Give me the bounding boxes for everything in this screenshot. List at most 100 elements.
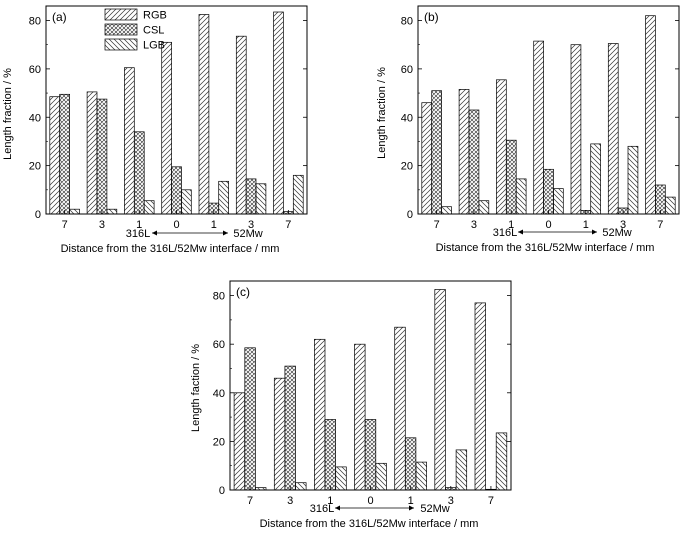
bar-rgb	[354, 343, 366, 491]
bar-csl	[59, 93, 70, 215]
bar-csl	[431, 90, 442, 215]
arrow-head-right	[409, 505, 414, 511]
x-tick-label: 7	[285, 219, 291, 231]
bar-lgb	[478, 200, 490, 215]
bar-rgb	[198, 14, 210, 215]
y-tick-label: 0	[407, 209, 413, 221]
arrow-head-right	[223, 230, 228, 236]
bar-lgb	[69, 208, 80, 215]
bar-rgb	[233, 392, 246, 491]
bar-lgb	[106, 208, 118, 215]
bar-lgb	[335, 466, 347, 491]
y-axis-title: Length fraction / %	[2, 68, 14, 160]
arrow-head-left	[335, 505, 340, 511]
side-label-left: 316L	[310, 503, 334, 515]
y-tick-label: 20	[29, 161, 41, 173]
bar-lgb	[181, 189, 192, 215]
bar-lgb	[441, 206, 452, 215]
y-tick-label: 80	[401, 16, 413, 28]
y-tick-label: 40	[213, 388, 225, 400]
arrow-head-left	[152, 230, 157, 236]
bar-rgb	[496, 79, 507, 215]
bar-csl	[133, 131, 145, 215]
bar-csl	[244, 347, 256, 491]
panel-label: (c)	[236, 285, 250, 299]
bar-rgb	[235, 35, 247, 215]
legend-label-rgb: RGB	[143, 10, 167, 22]
legend-swatch-rgb	[104, 8, 138, 21]
bar-csl	[404, 437, 417, 491]
bar-rgb	[273, 11, 284, 215]
side-label-left: 316L	[493, 227, 517, 239]
x-tick-label: 1	[408, 495, 414, 507]
interface-side-labels: 316L 52Mw	[493, 227, 632, 239]
y-tick-label: 40	[401, 112, 413, 124]
bar-rgb	[161, 41, 172, 215]
x-tick-label: 1	[136, 219, 142, 231]
interface-side-labels: 316L 52Mw	[126, 228, 263, 240]
y-tick-label: 60	[401, 64, 413, 76]
y-axis-title: Length faction / %	[190, 344, 202, 432]
chart-panel-b: Length fraction / % Distance from the 31…	[376, 5, 680, 254]
bar-csl	[505, 139, 517, 215]
side-label-left: 316L	[126, 228, 150, 240]
bar-lgb	[255, 487, 267, 491]
bar-rgb	[458, 89, 470, 215]
x-tick-label: 3	[248, 219, 254, 231]
bar-csl	[171, 166, 182, 215]
legend-label-csl: CSL	[143, 25, 164, 37]
bar-lgb	[255, 183, 267, 215]
arrow-head-right	[592, 229, 597, 235]
bar-lgb	[515, 178, 527, 215]
x-tick-label: 7	[657, 219, 663, 231]
legend-swatch-csl	[104, 23, 138, 36]
bar-csl	[468, 109, 480, 215]
legend-swatch-lgb	[104, 38, 138, 51]
x-axis-title: Distance from the 316L/52Mw interface / …	[61, 243, 280, 255]
bar-csl	[364, 419, 377, 491]
y-tick-label: 40	[29, 112, 41, 124]
bar-lgb	[590, 143, 601, 215]
bar-rgb	[434, 289, 446, 491]
side-label-right: 52Mw	[233, 228, 262, 240]
bar-csl	[284, 365, 296, 491]
bar-lgb	[664, 196, 676, 215]
x-tick-label: 3	[620, 219, 626, 231]
x-tick-label: 1	[583, 219, 589, 231]
chart-panel-c: Length faction / % Distance from the 316…	[190, 280, 512, 530]
y-tick-label: 80	[29, 16, 41, 28]
x-tick-label: 7	[488, 495, 494, 507]
bar-rgb	[394, 326, 406, 491]
bar-csl	[96, 98, 108, 215]
bar-rgb	[86, 91, 98, 215]
y-tick-label: 80	[213, 291, 225, 303]
y-tick-label: 60	[29, 64, 41, 76]
bar-lgb	[218, 180, 229, 215]
bar-rgb	[570, 44, 582, 215]
x-tick-label: 0	[173, 219, 179, 231]
bar-lgb	[627, 145, 639, 215]
x-tick-label: 1	[508, 219, 514, 231]
bar-rgb	[607, 43, 619, 215]
chart-panel-a: Length fraction / % Distance from the 31…	[2, 5, 308, 255]
x-tick-label: 0	[367, 495, 373, 507]
bar-lgb	[495, 432, 508, 491]
bar-rgb	[124, 67, 135, 215]
panel-label: (b)	[424, 10, 439, 24]
bar-rgb	[533, 40, 544, 215]
x-tick-label: 3	[287, 495, 293, 507]
bar-rgb	[474, 302, 486, 491]
panel-label: (a)	[52, 10, 67, 24]
interface-side-labels: 316L 52Mw	[310, 503, 450, 515]
bar-csl	[655, 184, 666, 215]
bar-rgb	[49, 96, 61, 215]
bar-csl	[543, 168, 554, 215]
legend-label-lgb: LGB	[143, 40, 165, 52]
x-tick-label: 7	[62, 219, 68, 231]
side-label-right: 52Mw	[602, 227, 631, 239]
bar-rgb	[273, 377, 286, 491]
bar-rgb	[645, 15, 656, 215]
bar-csl	[245, 178, 257, 215]
x-tick-label: 7	[247, 495, 253, 507]
